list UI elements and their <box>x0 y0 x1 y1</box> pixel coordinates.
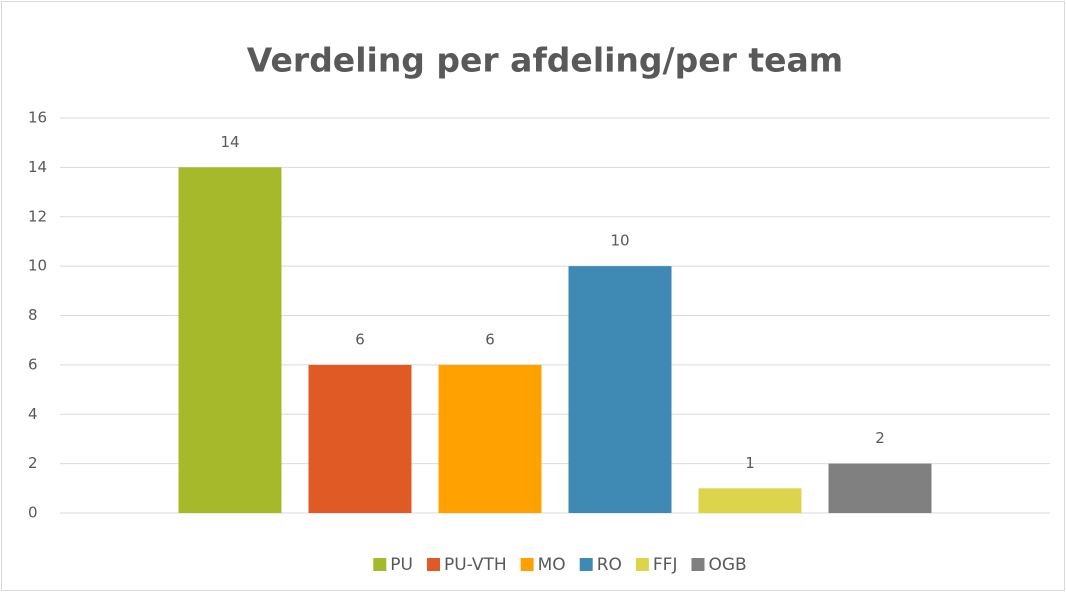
data-label: 2 <box>875 429 885 447</box>
legend-swatch <box>373 558 387 571</box>
y-tick-label: 6 <box>28 355 38 373</box>
data-label: 10 <box>610 232 629 250</box>
bar <box>828 463 932 513</box>
y-tick-label: 14 <box>28 158 47 176</box>
bar <box>568 266 672 513</box>
y-tick-label: 4 <box>28 405 38 423</box>
legend-label: PU <box>390 555 413 575</box>
bar <box>698 488 802 513</box>
legend-swatch <box>579 558 593 571</box>
legend-label: MO <box>538 555 566 575</box>
legend-swatch <box>520 558 534 571</box>
legend-label: OGB <box>708 555 746 575</box>
legend-label: PU-VTH <box>444 555 507 575</box>
legend-swatch <box>427 558 440 571</box>
legend-label: FFJ <box>653 555 678 575</box>
data-label: 14 <box>220 133 239 151</box>
data-label: 6 <box>355 330 365 348</box>
y-tick-label: 2 <box>28 454 38 472</box>
legend-swatch <box>691 558 705 571</box>
y-tick-label: 8 <box>28 306 38 324</box>
legend-swatch <box>635 558 649 571</box>
y-tick-label: 16 <box>28 109 47 127</box>
bar <box>308 364 412 513</box>
y-tick-label: 12 <box>28 207 47 225</box>
bar <box>178 167 282 513</box>
data-label: 1 <box>745 454 755 472</box>
y-tick-label: 0 <box>28 504 38 522</box>
chart-title: Verdeling per afdeling/per team <box>247 41 843 80</box>
bar <box>438 364 542 513</box>
y-tick-label: 10 <box>28 257 47 275</box>
data-label: 6 <box>485 330 495 348</box>
legend-label: RO <box>597 555 622 575</box>
